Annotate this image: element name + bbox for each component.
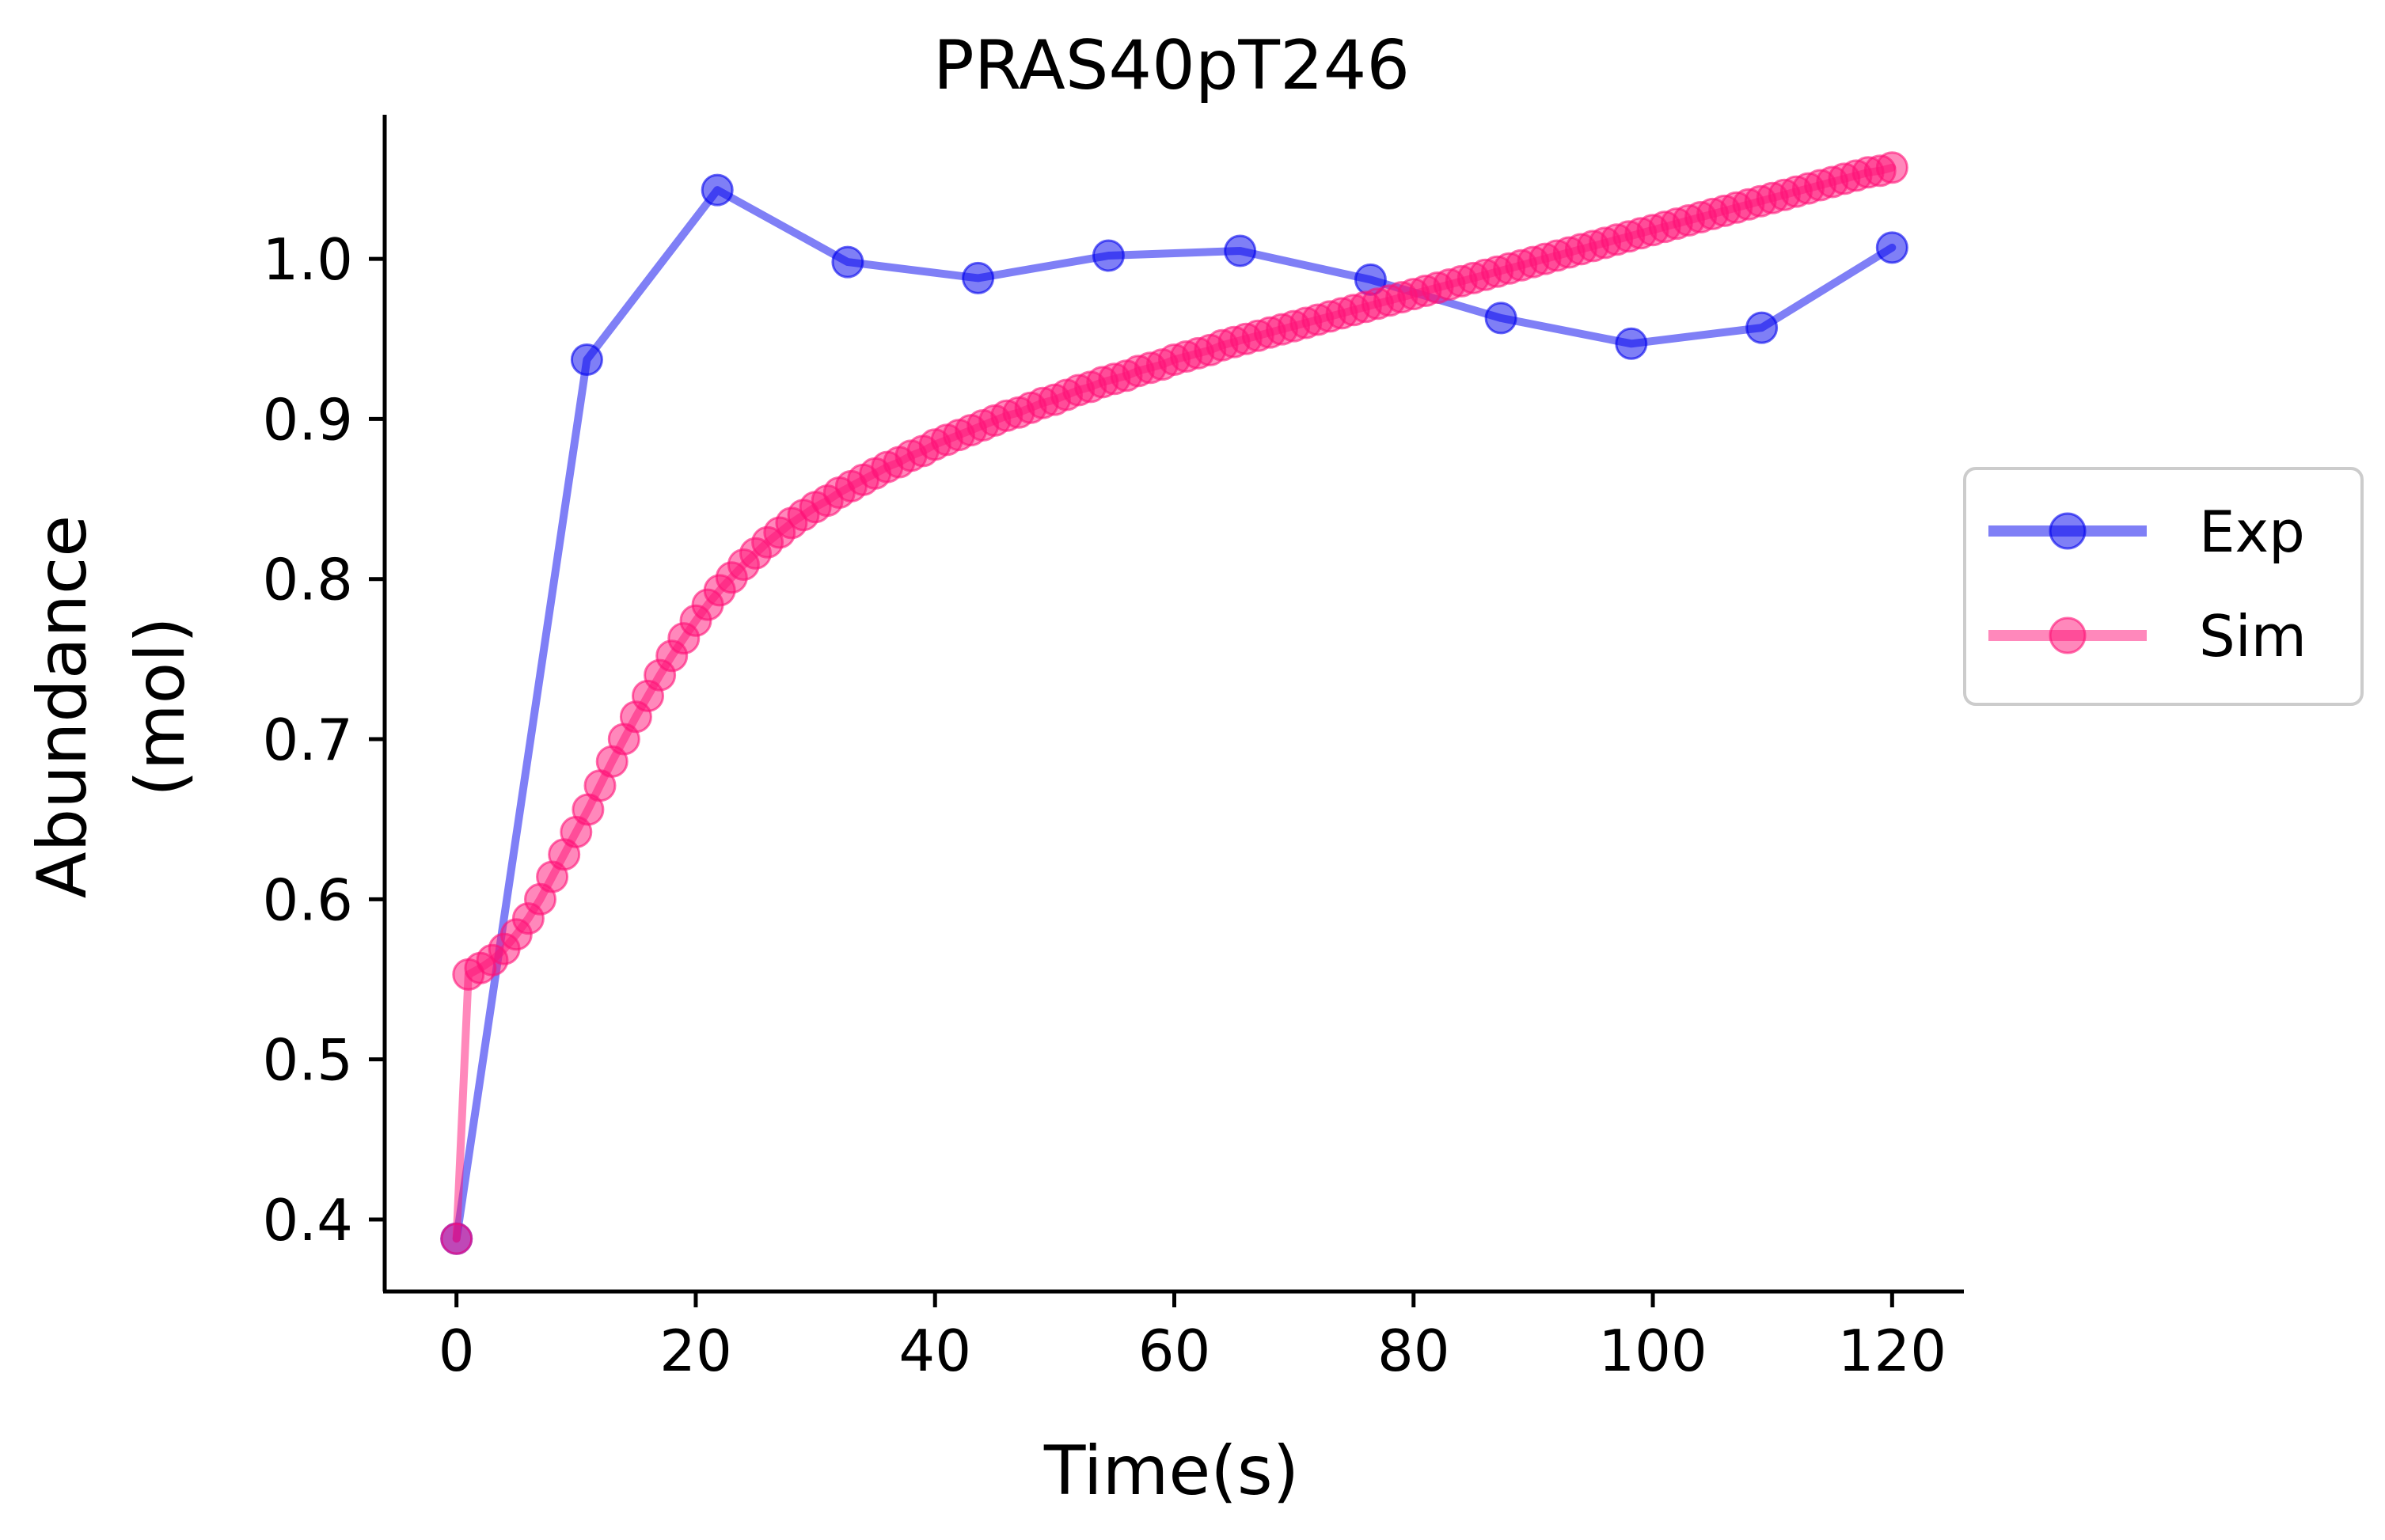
series-exp-point (1615, 327, 1648, 360)
series-sim-point (440, 1222, 473, 1255)
legend-label-exp: Exp (2199, 499, 2305, 565)
series-exp (440, 173, 1908, 1255)
series-exp-point (1092, 239, 1125, 272)
legend-entry-exp: Exp (1988, 499, 2305, 565)
y-axis-title-line-1: Abundance (23, 515, 102, 898)
chart-title: PRAS40pT246 (933, 26, 1410, 105)
y-tick-label: 0.7 (262, 707, 353, 773)
y-axis-title-line-2: (mol) (121, 616, 200, 796)
x-tick-label: 0 (439, 1318, 475, 1384)
y-tick-label: 0.8 (262, 547, 353, 613)
x-tick-label: 120 (1838, 1318, 1946, 1384)
y-tick-label: 0.6 (262, 867, 353, 933)
legend-swatch-sim-marker (2049, 616, 2087, 654)
legend-entry-sim: Sim (1988, 603, 2307, 669)
y-axis-title: Abundance (mol) (23, 515, 200, 898)
series-sim (440, 151, 1908, 1255)
series-exp-point (1224, 234, 1257, 267)
legend-swatch-exp-marker (2049, 512, 2087, 550)
x-tick-label: 100 (1598, 1318, 1707, 1384)
series-exp-point (962, 261, 995, 294)
series-exp-point (1484, 302, 1517, 335)
series-exp-point (1745, 311, 1779, 344)
series-exp-point (1875, 231, 1908, 264)
x-tick-label: 40 (898, 1318, 971, 1384)
x-tick-label: 20 (659, 1318, 732, 1384)
y-tick-label: 1.0 (262, 226, 353, 293)
series-sim-line (452, 163, 1897, 1243)
series-exp-point (701, 173, 734, 207)
x-tick-label: 80 (1377, 1318, 1450, 1384)
series-sim-point (1875, 151, 1908, 184)
y-tick-label: 0.5 (262, 1027, 353, 1094)
y-axis-ticks: 0.4 0.5 0.6 0.7 0.8 0.9 1.0 (262, 226, 385, 1254)
x-tick-label: 60 (1138, 1318, 1211, 1384)
legend-label-sim: Sim (2199, 603, 2307, 669)
x-axis-title: Time(s) (1043, 1432, 1299, 1511)
legend: Exp Sim (1963, 467, 2364, 706)
series-exp-line (452, 186, 1897, 1243)
x-axis-ticks: 0 20 40 60 80 100 120 (439, 1292, 1946, 1384)
series-exp-point (570, 343, 603, 376)
y-tick-label: 0.9 (262, 386, 353, 453)
plot-series (440, 151, 1908, 1255)
y-tick-label: 0.4 (262, 1187, 353, 1254)
series-exp-point (831, 245, 864, 279)
